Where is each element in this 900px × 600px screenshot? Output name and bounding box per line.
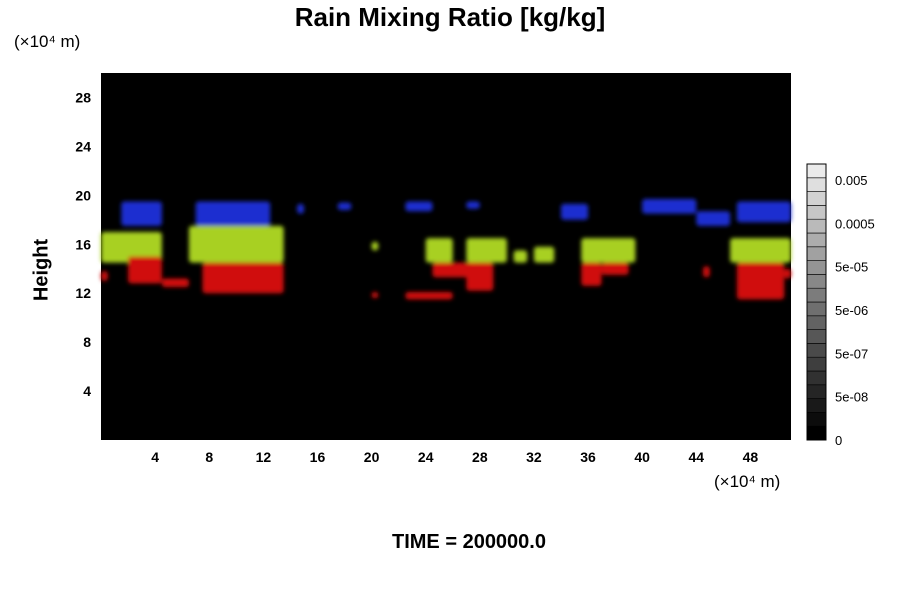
rain-region-lower <box>736 262 785 300</box>
x-tick-label: 8 <box>205 449 213 465</box>
y-tick-label: 24 <box>75 138 91 154</box>
rain-region-lower <box>784 268 791 279</box>
rain-region-upper <box>121 201 162 226</box>
rain-region-middle <box>425 238 453 263</box>
colorbar-step <box>806 384 827 399</box>
rain-region-lower <box>466 262 494 291</box>
colorbar-step <box>806 205 827 220</box>
x-tick-label: 40 <box>634 449 650 465</box>
rain-region-lower <box>601 262 629 275</box>
x-tick-label: 28 <box>472 449 488 465</box>
x-tick-label: 48 <box>743 449 759 465</box>
x-tick-label: 24 <box>418 449 434 465</box>
colorbar-label: 5e-08 <box>835 390 868 405</box>
colorbar-step <box>806 315 827 330</box>
colorbar-step <box>806 163 827 179</box>
rain-region-middle <box>513 250 528 263</box>
rain-region-upper <box>696 211 731 226</box>
rain-region-upper <box>736 201 791 223</box>
colorbar-frame <box>806 163 827 441</box>
colorbar-step <box>806 398 827 413</box>
colorbar-label: 0.005 <box>835 173 868 188</box>
colorbar-step <box>806 177 827 192</box>
x-tick-label: 32 <box>526 449 542 465</box>
colorbar-step <box>806 260 827 275</box>
y-tick-label: 4 <box>83 383 91 399</box>
y-tick-label: 8 <box>83 334 91 350</box>
rain-region-lower <box>581 262 602 286</box>
colorbar-step <box>806 425 827 441</box>
rain-region-upper <box>337 202 352 211</box>
colorbar-step <box>806 356 827 372</box>
y-axis-unit: (×10⁴ m) <box>14 32 81 51</box>
colorbar-step <box>806 412 827 427</box>
rain-region-middle <box>730 238 791 263</box>
time-label: TIME = 200000.0 <box>392 531 546 553</box>
rain-region-lower <box>703 266 710 278</box>
rain-region-lower <box>405 291 453 300</box>
colorbar-label: 5e-05 <box>835 260 868 275</box>
colorbar-step <box>806 274 827 289</box>
colorbar-step <box>806 329 827 344</box>
colorbar-step <box>806 232 827 248</box>
colorbar-step <box>806 246 827 261</box>
rain-region-middle <box>101 232 162 263</box>
rain-region-lower <box>371 291 379 299</box>
x-axis-unit: (×10⁴ m) <box>714 472 781 491</box>
x-tick-label: 12 <box>256 449 272 465</box>
rain-region-middle <box>188 225 284 263</box>
colorbar-step <box>806 218 827 234</box>
rain-region-upper <box>195 201 271 226</box>
x-tick-label: 4 <box>151 449 159 465</box>
rain-region-upper <box>405 201 433 212</box>
rain-region-upper <box>466 201 480 209</box>
colorbar-label: 5e-06 <box>835 303 868 318</box>
x-tick-label: 16 <box>310 449 326 465</box>
colorbar: 0.005 0.0005 5e-05 5e-06 5e-07 5e-08 0 <box>806 163 875 448</box>
colorbar-step <box>806 191 827 206</box>
x-tick-label: 20 <box>364 449 380 465</box>
colorbar-step <box>806 370 827 386</box>
colorbar-label: 5e-07 <box>835 346 868 361</box>
x-tick-label: 44 <box>689 449 705 465</box>
rain-region-middle <box>371 241 379 251</box>
rain-region-lower <box>128 256 162 284</box>
y-tick-label: 12 <box>75 285 91 301</box>
rain-region-middle <box>581 238 636 263</box>
colorbar-step <box>806 301 827 317</box>
x-tick-label: 36 <box>580 449 596 465</box>
rain-region-lower <box>101 271 108 281</box>
rain-region-lower <box>161 278 189 288</box>
colorbar-label: 0.0005 <box>835 216 875 231</box>
rain-region-upper <box>297 203 304 214</box>
colorbar-step <box>806 343 827 358</box>
rain-region-upper <box>561 203 589 220</box>
y-tick-label: 20 <box>75 187 91 203</box>
rain-region-middle <box>466 238 507 263</box>
rain-region-middle <box>533 246 555 263</box>
colorbar-step <box>806 287 827 303</box>
y-tick-label: 16 <box>75 236 91 252</box>
y-tick-label: 28 <box>75 89 91 105</box>
colorbar-label: 0 <box>835 433 842 448</box>
rain-region-lower <box>202 262 284 294</box>
chart-title: Rain Mixing Ratio [kg/kg] <box>294 2 606 32</box>
rain-region-upper <box>642 199 697 214</box>
